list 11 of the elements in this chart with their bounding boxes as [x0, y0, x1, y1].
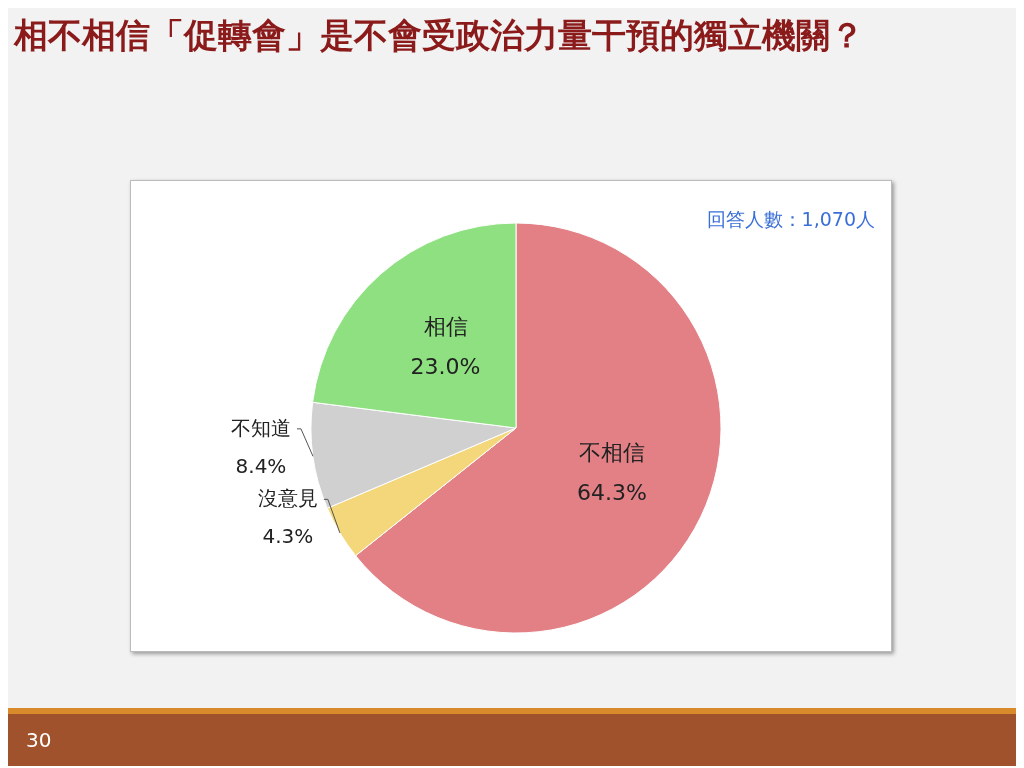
- slice-label: 相信: [423, 314, 468, 340]
- slice-label: 不相信: [579, 440, 646, 466]
- slice-label: 沒意見: [257, 486, 318, 511]
- data-label: 64.3%: [577, 480, 647, 506]
- chart-title: 相不相信「促轉會」是不會受政治力量干預的獨立機關？: [14, 14, 865, 57]
- data-label: 23.0%: [410, 354, 481, 380]
- text: 30: [26, 728, 52, 752]
- data-label: 8.4%: [235, 453, 287, 478]
- text: 回答人數：1,070人: [706, 207, 875, 232]
- slice-label: 不知道: [230, 415, 291, 440]
- data-label: 4.3%: [262, 524, 314, 549]
